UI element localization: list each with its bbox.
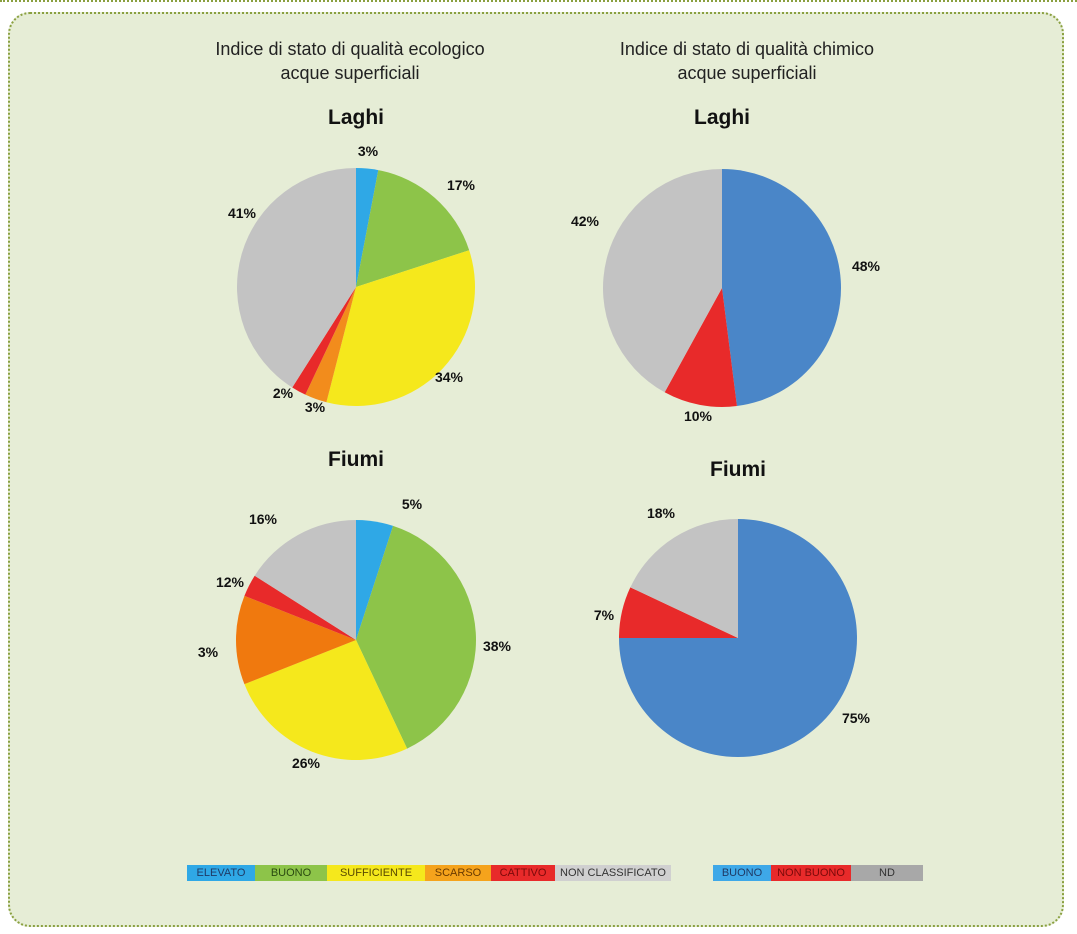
- chart-title-chim-fiumi: Fiumi: [710, 458, 766, 481]
- ecologico-column-title: Indice di stato di qualità ecologico acq…: [160, 37, 540, 85]
- top-dotted-border: [0, 0, 1077, 2]
- pie-slice-nd: [630, 519, 738, 638]
- pie-slice-sufficiente: [326, 250, 475, 406]
- pie-slice-buono: [356, 525, 477, 749]
- legend-item-scarso: SCARSO: [425, 865, 491, 881]
- data-label-buono: 38%: [483, 638, 512, 654]
- pie-slice-non-buono: [664, 288, 737, 407]
- chart-title-eco-fiumi: Fiumi: [328, 448, 384, 471]
- legend-item-non-classificato: NON CLASSIFICATO: [555, 865, 671, 881]
- legend-item-non-buono: NON BUONO: [771, 865, 851, 881]
- legend-item-sufficiente: SUFFICIENTE: [327, 865, 425, 881]
- pie-slice-elevato: [356, 168, 379, 287]
- data-label-nd: 42%: [571, 213, 600, 229]
- pie-slice-scarso: [235, 595, 356, 685]
- ecologico-title-line2: acque superficiali: [280, 63, 420, 83]
- pie-slice-non-classificato: [254, 520, 356, 640]
- legend-item-buono: BUONO: [713, 865, 771, 881]
- data-label-scarso: 12%: [216, 574, 245, 590]
- pie-slice-sufficiente: [244, 640, 408, 760]
- pie-slice-cattivo: [244, 575, 356, 640]
- chart-title-eco-laghi: Laghi: [328, 106, 384, 129]
- chart-panel: [8, 12, 1064, 927]
- data-label-elevato: 5%: [402, 496, 423, 512]
- data-label-non-buono: 7%: [594, 607, 615, 623]
- legend-chimico: BUONO NON BUONO ND: [713, 865, 923, 881]
- data-label-non-buono: 10%: [684, 408, 713, 424]
- pie-chim-fiumi: 75% 7% 18%: [594, 505, 871, 757]
- pie-eco-fiumi: 5% 38% 26% 12% 3% 16%: [198, 496, 512, 771]
- data-label-scarso: 3%: [305, 399, 326, 415]
- data-label-elevato: 3%: [358, 143, 379, 159]
- chart-title-chim-laghi: Laghi: [694, 106, 750, 129]
- legend-item-nd: ND: [851, 865, 923, 881]
- data-label-non-classificato: 16%: [249, 511, 278, 527]
- pie-slice-non-buono: [619, 587, 738, 638]
- ecologico-title-line1: Indice di stato di qualità ecologico: [215, 39, 485, 59]
- pie-slice-cattivo: [292, 287, 356, 395]
- pie-slice-buono: [356, 170, 470, 287]
- legend-item-buono: BUONO: [255, 865, 327, 881]
- data-label-non-classificato: 41%: [228, 205, 257, 221]
- pie-slice-non-classificato: [236, 168, 356, 388]
- legend-ecologico: ELEVATO BUONO SUFFICIENTE SCARSO CATTIVO NON …: [187, 865, 671, 881]
- data-label-sufficiente: 34%: [435, 369, 464, 385]
- data-label-cattivo: 2%: [273, 385, 294, 401]
- chimico-title-line1: Indice di stato di qualità chimico: [619, 39, 875, 59]
- pie-eco-laghi: 3% 17% 34% 3% 2% 41%: [228, 143, 476, 415]
- pie-slice-elevato: [356, 520, 394, 640]
- pie-chim-laghi: 48% 10% 42%: [571, 169, 881, 424]
- data-label-cattivo: 3%: [198, 644, 219, 660]
- chimico-column-title: Indice di stato di qualità chimico acque…: [557, 37, 937, 85]
- chimico-title-line2: acque superficiali: [677, 63, 817, 83]
- data-label-buono: 75%: [842, 710, 871, 726]
- data-label-buono: 48%: [852, 258, 881, 274]
- data-label-sufficiente: 26%: [292, 755, 321, 771]
- legend-item-elevato: ELEVATO: [187, 865, 255, 881]
- pie-slice-buono: [722, 169, 842, 407]
- data-label-buono: 17%: [447, 177, 476, 193]
- pie-slice-nd: [602, 169, 722, 393]
- data-label-nd: 18%: [647, 505, 676, 521]
- pie-slice-scarso: [305, 287, 356, 403]
- legend-item-cattivo: CATTIVO: [491, 865, 555, 881]
